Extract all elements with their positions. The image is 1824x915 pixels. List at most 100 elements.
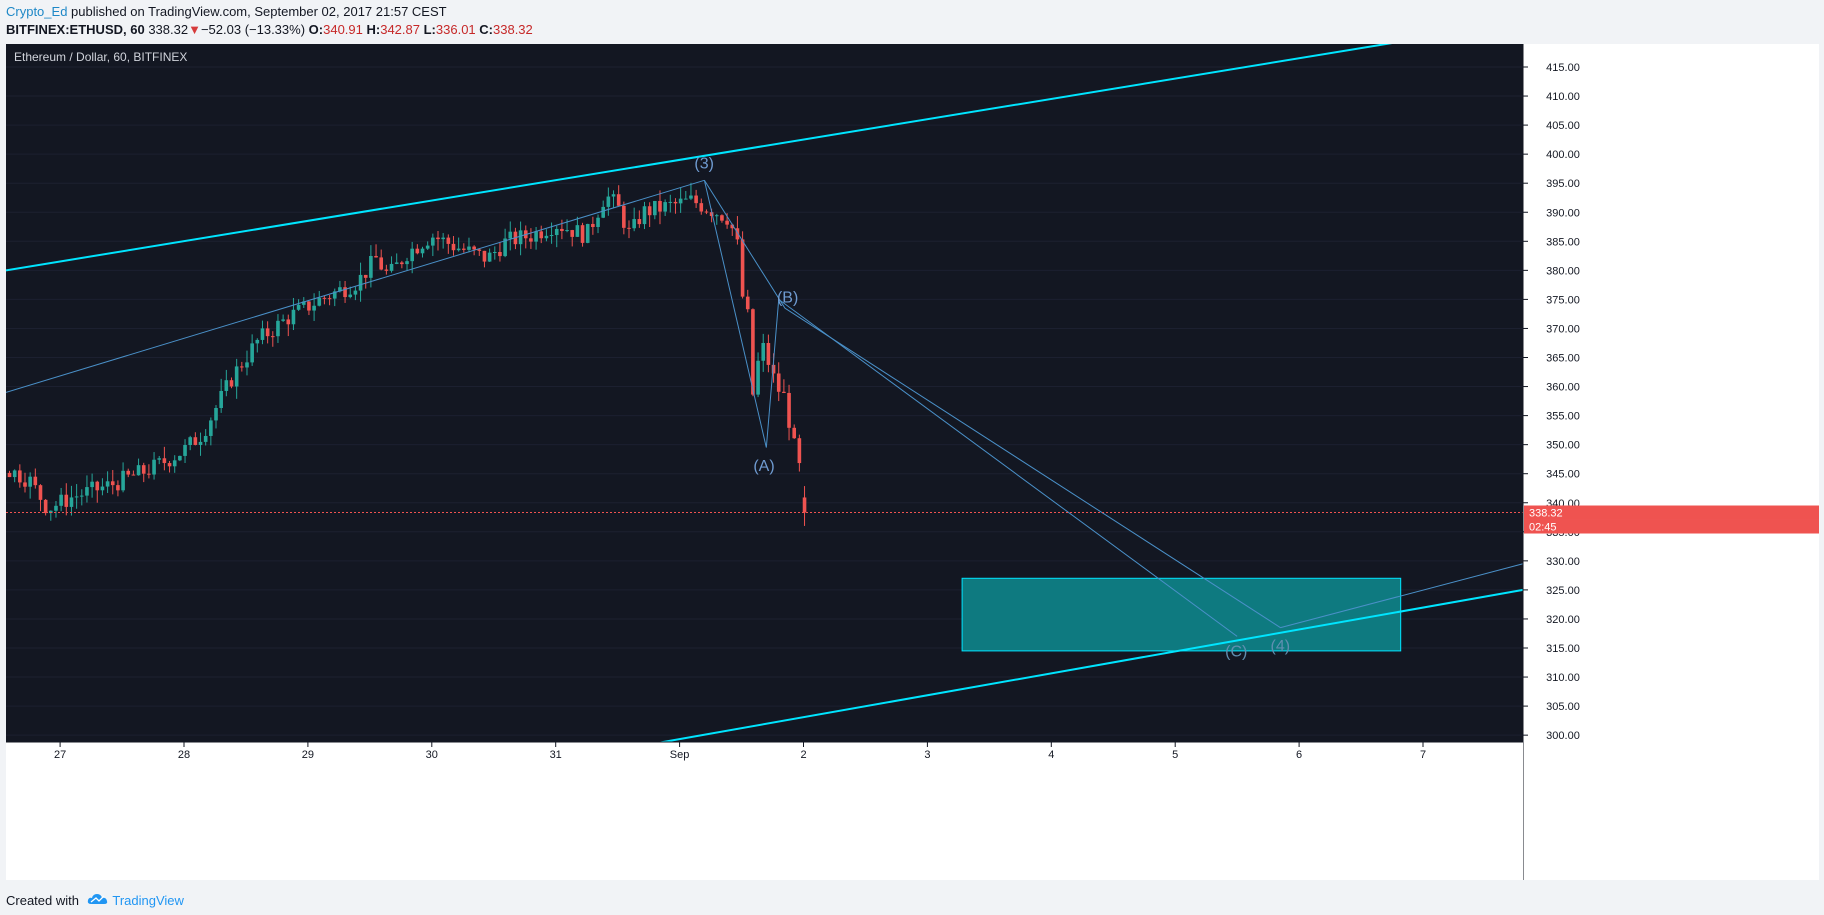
open-label: O: [308, 22, 324, 37]
candle-body [74, 496, 79, 498]
candle-body [219, 390, 223, 409]
upper-channel-line[interactable] [5, 36, 1424, 272]
price-axis[interactable]: 415.00 410.00 405.00 400.00 395.00 390.00 385.… [1522, 44, 1819, 880]
candle-body [255, 339, 260, 344]
target-zone-rectangle[interactable] [961, 577, 1402, 652]
candle-body [188, 437, 193, 446]
chart-panel[interactable]: (3) (A) (B) (C) (4) Ethereum / Dollar, 6… [0, 36, 1819, 880]
candle-body [384, 269, 389, 271]
candle-body [214, 408, 218, 421]
candle-body [69, 497, 74, 507]
candle-body [632, 219, 636, 229]
price-tick-label: 330.00 [1546, 556, 1580, 568]
candle-body [420, 248, 425, 254]
author-link[interactable]: Crypto_Ed [6, 4, 68, 19]
candle-body [415, 248, 420, 254]
candle-body [498, 252, 502, 257]
candle-body [105, 481, 110, 487]
candle-body [353, 290, 358, 295]
price-tick-label: 300.00 [1546, 730, 1580, 742]
candle-body [689, 195, 693, 199]
candle-body [467, 246, 471, 250]
candle-body [756, 360, 760, 395]
candle-body [410, 248, 414, 262]
candle-body [245, 362, 249, 368]
time-tick-label: 29 [302, 749, 314, 761]
chart-canvas[interactable]: (3) (A) (B) (C) (4) Ethereum / Dollar, 6… [0, 36, 1819, 880]
candle-body [503, 238, 507, 257]
candle-body [43, 499, 48, 514]
candle-body [338, 287, 342, 292]
price-tick-label: 395.00 [1546, 178, 1580, 190]
time-axis[interactable]: 27 28 29 30 31 Sep 2 3 4 5 6 7 [6, 741, 1523, 880]
candle-body [683, 198, 688, 200]
candle-body [446, 237, 451, 244]
price-tags: 338.32 02:45 [1524, 505, 1819, 534]
candle-body [193, 437, 198, 445]
candle-body [616, 194, 621, 206]
candle-body [95, 481, 100, 491]
candle-body [436, 237, 440, 240]
candle-body [229, 380, 234, 387]
candle-body [472, 246, 476, 250]
candle-body [580, 225, 585, 243]
down-arrow-icon: ▼ [188, 22, 201, 37]
tradingview-logo[interactable]: TradingView [87, 893, 184, 908]
candle-body [539, 231, 544, 239]
candle-body [126, 470, 131, 475]
candle-body [23, 482, 27, 487]
candle-body [797, 438, 802, 464]
candle-body [622, 205, 626, 228]
candle-body [508, 231, 513, 239]
candle-body [307, 301, 311, 311]
candle-body [343, 287, 347, 298]
wave-label-4: (4) [1271, 638, 1291, 655]
candle-body [627, 227, 631, 229]
candle-body [534, 231, 538, 242]
candle-body [492, 252, 497, 254]
countdown-tag-text: 02:45 [1529, 522, 1557, 534]
candle-body [782, 391, 786, 393]
candle-body [332, 291, 337, 299]
candle-body [157, 458, 162, 460]
wave-label-c: (C) [1225, 644, 1247, 661]
price-tick-label: 320.00 [1546, 614, 1580, 626]
time-tick-label: 27 [54, 749, 66, 761]
candle-body [431, 237, 435, 246]
candle-body [487, 252, 492, 262]
candle-body [766, 343, 771, 365]
lower-channel-line[interactable] [636, 588, 1524, 748]
candle-body [668, 201, 673, 203]
price-tick-label: 410.00 [1546, 91, 1580, 103]
candle-body [647, 206, 652, 216]
candle-body [400, 262, 404, 265]
drawings-layer[interactable]: (3) (A) (B) (C) (4) [5, 36, 1524, 748]
candle-body [363, 274, 368, 278]
candle-body [116, 485, 120, 491]
time-tick-label: 31 [550, 749, 562, 761]
candle-body [776, 373, 781, 392]
elliott-wave-path-alt[interactable] [703, 180, 1281, 629]
candlestick-series [0, 182, 807, 526]
candle-body [33, 476, 38, 486]
time-tick-label: 30 [426, 749, 438, 761]
candle-body [54, 505, 58, 511]
lower-inner-trend-line[interactable] [1280, 563, 1524, 629]
candle-body [663, 202, 667, 212]
candle-body [38, 485, 43, 500]
candle-body [477, 249, 482, 251]
elliott-wave-path[interactable] [703, 180, 1238, 637]
close-value: 338.32 [493, 22, 533, 37]
candle-body [596, 217, 600, 228]
candle-body [379, 257, 384, 270]
candle-body [725, 220, 729, 225]
candle-body [260, 328, 265, 340]
candle-body [167, 463, 172, 467]
price-tick-label: 315.00 [1546, 643, 1580, 655]
candle-body [565, 230, 569, 232]
symbol-line: BITFINEX:ETHUSD, 60 338.32▼−52.03 (−13.3… [6, 22, 533, 37]
candle-body [265, 328, 270, 337]
inner-trend-line[interactable] [5, 179, 705, 393]
candle-body [394, 262, 399, 264]
candle-body [642, 206, 647, 225]
